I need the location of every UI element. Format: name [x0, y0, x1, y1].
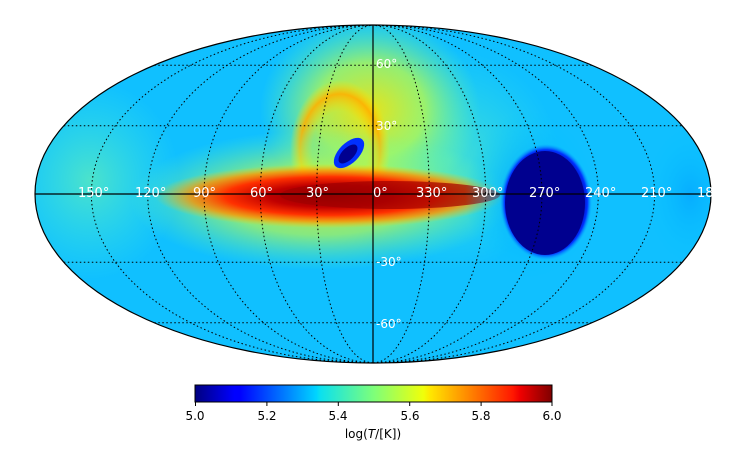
lon-label-180: 18 — [697, 186, 714, 201]
lat-label-neg30: -30° — [376, 255, 402, 269]
lon-label-90: 90° — [193, 186, 216, 201]
lon-label-210: 210° — [641, 186, 672, 201]
meridian-line — [259, 25, 374, 363]
lon-label-150: 150° — [78, 186, 109, 201]
lat-label-60: 60° — [376, 57, 397, 71]
lon-label-120: 120° — [135, 186, 166, 201]
lon-label-60: 60° — [250, 186, 273, 201]
longitude-labels: 150° 120° 90° 60° 30° 0° 330° 300° 270° … — [78, 186, 714, 201]
colorbar-tick-label: 5.6 — [400, 409, 419, 423]
colorbar-label: log(T/[K]) — [345, 427, 401, 441]
colorbar-tick-label: 5.8 — [471, 409, 490, 423]
colorbar: 5.0 5.2 5.4 5.6 5.8 6.0 log(T/[K]) — [185, 384, 562, 441]
colorbar-gradient — [194, 384, 553, 403]
lon-label-300: 300° — [472, 186, 503, 201]
lon-label-270: 270° — [529, 186, 560, 201]
lat-label-30: 30° — [376, 119, 397, 133]
colorbar-tick-label: 6.0 — [542, 409, 561, 423]
lat-label-neg60: -60° — [376, 317, 402, 331]
lon-label-330: 330° — [416, 186, 447, 201]
latitude-labels: 60° 30° -30° -60° — [376, 57, 402, 331]
temperature-field — [35, 25, 711, 363]
colorbar-ticks — [195, 402, 553, 406]
lon-label-0: 0° — [373, 186, 388, 201]
lon-label-30: 30° — [306, 186, 329, 201]
map-boundary — [34, 24, 712, 364]
colorbar-tick-label: 5.0 — [185, 409, 204, 423]
colorbar-tick-label: 5.2 — [257, 409, 276, 423]
meridian-line — [372, 25, 487, 363]
lon-label-240: 240° — [585, 186, 616, 201]
map-axes — [35, 25, 711, 363]
colorbar-tick-label: 5.4 — [328, 409, 347, 423]
